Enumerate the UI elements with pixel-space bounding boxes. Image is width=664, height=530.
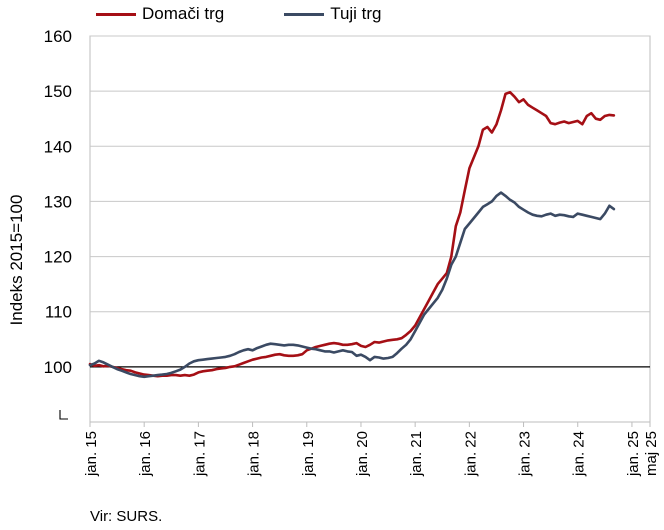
y-tick-label: 140 [44,137,72,156]
x-tick-label: jan. 15 [83,431,100,477]
source-note: Vir: SURS. [90,508,163,525]
axis-break-marker [59,410,68,420]
y-tick-label: 130 [44,192,72,211]
y-tick-label: 150 [44,82,72,101]
x-tick-label: jan. 25 [625,431,642,477]
legend-item-foreign: Tuji trg [284,4,382,24]
y-tick-label: 120 [44,248,72,267]
plot-area-border [89,35,651,423]
x-tick-label: jan. 23 [517,431,534,477]
series-line-domestic [88,90,616,378]
y-axis-title: Indeks 2015=100 [7,195,26,326]
series-line-foreign [88,191,616,379]
legend-item-domestic: Domači trg [96,4,224,24]
y-tick-label: 160 [44,27,72,46]
x-tick-label: jan. 19 [300,431,317,477]
legend-swatch-domestic [96,12,136,16]
legend-swatch-foreign [284,12,325,16]
x-tick-label: maj 25 [643,431,660,476]
legend: Domači trg Tuji trg [96,4,382,24]
x-tick-label: jan. 16 [137,431,154,477]
x-tick-label: jan. 20 [354,431,371,477]
x-tick-label: jan. 18 [246,431,263,477]
x-tick-label: jan. 21 [408,431,425,477]
x-tick-label: jan. 17 [191,431,208,477]
legend-label-domestic: Domači trg [142,4,225,23]
y-tick-label: 100 [44,358,72,377]
y-tick-label: 110 [45,303,72,322]
x-tick-label: jan. 22 [462,431,479,477]
x-tick-label: jan. 24 [571,431,588,477]
legend-label-foreign: Tuji trg [330,4,382,23]
